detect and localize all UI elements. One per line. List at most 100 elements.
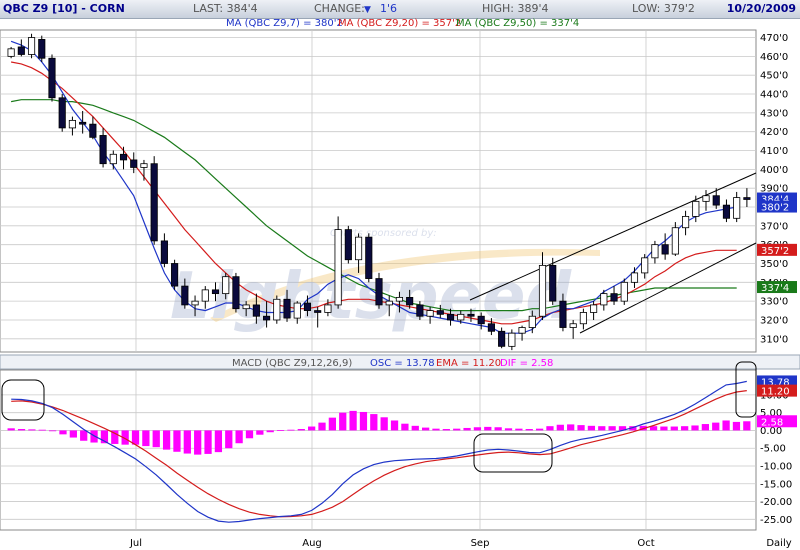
candle-body [58, 97, 66, 129]
ema-line [11, 390, 747, 518]
candle [518, 325, 526, 341]
candle-body [344, 229, 352, 261]
candle [140, 159, 148, 181]
candle-body [242, 304, 250, 310]
annotation-box-middle [473, 433, 553, 473]
price-tag: 380'2 [757, 200, 797, 214]
histogram-bar [59, 430, 67, 435]
candle-body [508, 332, 516, 347]
candle [171, 259, 179, 290]
macd-tag-box [757, 415, 797, 428]
candle-body [191, 300, 199, 306]
candle [303, 295, 312, 317]
candle [273, 295, 281, 324]
candle [559, 293, 567, 332]
ma7-line [10, 40, 737, 334]
watermark-sponsor-text: Charts sponsored by: [330, 228, 437, 239]
macd-tag: 13.78 [757, 375, 797, 388]
candle-body [375, 278, 383, 306]
candle [263, 301, 271, 328]
candle [48, 54, 56, 102]
candle-body [538, 264, 547, 317]
candle-body [498, 330, 506, 347]
candle [89, 116, 97, 140]
macd-tag-text: 11.20 [761, 387, 790, 398]
histogram-bar [380, 417, 388, 431]
price-tick-label: 450'0 [760, 71, 788, 82]
histogram-bar [494, 427, 502, 431]
macd-lines [11, 380, 747, 523]
candle-body [457, 313, 465, 321]
candle [641, 254, 649, 279]
price-tick-label: 470'0 [760, 33, 788, 44]
candle-body [99, 135, 107, 165]
histogram-bar [80, 430, 88, 441]
macd-tick-label: 5.00 [760, 408, 782, 419]
histogram-bar [722, 420, 730, 431]
candle [733, 191, 741, 223]
channel-upper-line [469, 172, 757, 301]
candle-body [109, 153, 117, 165]
histogram-bar [743, 421, 751, 431]
histogram-bar [17, 429, 26, 431]
candle [324, 299, 332, 317]
histogram-bar [245, 430, 254, 439]
candle [109, 150, 117, 170]
candle [538, 252, 547, 320]
histogram-bar [681, 426, 689, 431]
candle-body [354, 236, 363, 261]
histogram-bar [142, 430, 150, 447]
annotation-box-left [1, 379, 45, 421]
histogram-bar [629, 426, 637, 431]
x-label-sep: Sep [471, 538, 490, 549]
candle-body [89, 123, 97, 138]
candle [334, 216, 342, 309]
candle-body [600, 293, 608, 306]
candle-body [68, 119, 76, 129]
change-arrow-icon: ▼ [364, 5, 371, 15]
histogram-bar [38, 429, 46, 431]
candle [17, 39, 25, 57]
candle-body [477, 315, 485, 325]
candle [222, 272, 230, 300]
candle-body [385, 300, 393, 306]
histogram-bar [618, 426, 627, 431]
candle-body [222, 276, 230, 295]
candle [712, 188, 720, 209]
candle [365, 233, 373, 283]
price-axis: 470'0 460'0 450'0 440'0 430'0 420'0 410'0 400'0… [760, 33, 788, 345]
histogram-bar [608, 426, 616, 431]
candle-body [436, 310, 444, 315]
candle-body [651, 244, 659, 259]
legend-ma50: MA (QBC Z9,50) = 337'4 [456, 18, 579, 29]
candle [549, 257, 557, 305]
price-tick-label: 320'0 [760, 315, 788, 326]
macd-tag-text: 2.58 [761, 417, 783, 428]
histogram-bar [649, 426, 658, 431]
macd-histogram [7, 410, 751, 455]
change-label: CHANGE: [314, 2, 365, 15]
candle [395, 291, 404, 313]
candle [58, 94, 66, 132]
macd-dif-label: DIF = 2.58 [500, 358, 553, 369]
candle [467, 308, 475, 322]
candle-body [48, 57, 56, 99]
low-price: LOW: 379'2 [632, 2, 695, 15]
candle-body [314, 310, 322, 313]
candle-body [119, 153, 128, 161]
macd-title: MACD (QBC Z9,12,26,9) [232, 358, 352, 369]
histogram-bar [328, 417, 337, 431]
candle [314, 306, 322, 328]
candle-body [211, 289, 220, 295]
candle-body [641, 257, 649, 274]
watermark-swoosh-icon [210, 248, 600, 322]
histogram-bar [297, 429, 305, 431]
histogram-bar [411, 425, 419, 431]
histogram-bar [442, 429, 450, 431]
candle [477, 312, 485, 330]
macd-panel-frame [0, 369, 757, 531]
histogram-bar [339, 412, 347, 431]
price-tick-label: 310'0 [760, 334, 788, 345]
price-panel: Charts sponsored by: Lightspeed MA (QBC … [0, 18, 797, 353]
candle-body [406, 296, 414, 306]
